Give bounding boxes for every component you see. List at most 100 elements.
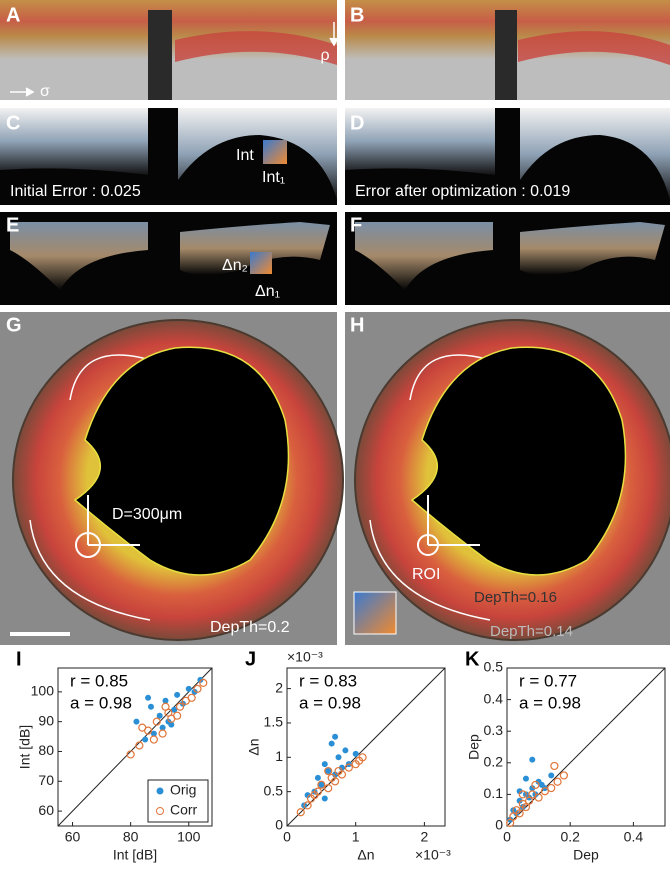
roi-label: ROI <box>412 566 440 583</box>
point <box>335 754 342 761</box>
y-tick-label: 0.1 <box>484 785 504 801</box>
point <box>547 783 556 793</box>
point <box>187 693 196 702</box>
panel-label: J <box>245 648 256 670</box>
annotation: r = 0.83 <box>299 671 357 690</box>
diameter-label: D=300μm <box>112 506 182 523</box>
panel-label: E <box>6 214 19 236</box>
panel-h-image <box>345 312 670 645</box>
point <box>337 770 347 779</box>
point <box>515 809 524 818</box>
point <box>540 787 550 796</box>
x-axis-label: Δn <box>357 847 374 863</box>
panel-d-image <box>345 108 670 205</box>
point <box>171 706 178 713</box>
point <box>199 678 208 688</box>
point <box>358 753 367 762</box>
point <box>506 818 515 827</box>
error-label: Error after optimization : 0.019 <box>355 183 570 200</box>
point <box>332 733 339 740</box>
point <box>142 736 149 743</box>
point <box>147 703 154 710</box>
panel-b-image <box>345 0 670 100</box>
panel-images <box>0 0 670 645</box>
point <box>518 790 527 799</box>
point <box>330 777 340 786</box>
point <box>174 691 181 698</box>
panel-e-image <box>0 212 337 305</box>
y-tick-label: 0 <box>495 817 503 833</box>
identity-line <box>57 667 213 827</box>
y-tick-label: 0 <box>275 817 283 833</box>
point <box>516 788 523 795</box>
x-axis-label: Dep <box>573 847 599 863</box>
point <box>548 772 555 779</box>
identity-line <box>506 667 666 827</box>
point <box>529 785 536 792</box>
y-tick-label: 0.5 <box>264 782 284 798</box>
y-tick-label: 2 <box>275 679 283 695</box>
y-tick-label: 0.5 <box>484 659 504 675</box>
x-tick-label: 2 <box>420 829 428 845</box>
y-tick-label: 60 <box>38 802 54 818</box>
point <box>175 702 185 711</box>
point <box>191 688 198 695</box>
point <box>325 768 332 775</box>
threshold-label: DepTh=0.2 <box>210 619 290 636</box>
point <box>553 777 562 786</box>
panel-g-image <box>0 312 344 645</box>
point <box>332 771 339 778</box>
panel-label: C <box>6 112 20 134</box>
annotation: a = 0.98 <box>299 693 361 712</box>
legend-box <box>147 779 209 823</box>
error-label: Initial Error : 0.025 <box>10 183 141 200</box>
point <box>534 793 543 802</box>
point <box>321 761 328 768</box>
y-tick-label: 100 <box>31 683 55 699</box>
point <box>529 756 536 763</box>
legend-label: Orig <box>170 782 196 798</box>
point <box>304 792 311 799</box>
point <box>550 761 559 771</box>
identity-line <box>286 667 446 827</box>
point <box>162 697 169 704</box>
point <box>173 711 182 720</box>
point <box>185 685 192 692</box>
point <box>193 684 202 693</box>
x-tick-label: 1 <box>352 829 360 845</box>
colorbar-label: Δn₁ <box>255 283 280 300</box>
y-axis-label: Int [dB] <box>17 725 33 769</box>
legend-marker <box>156 807 164 815</box>
point <box>138 723 147 732</box>
x-tick-label: 0.2 <box>560 829 580 845</box>
point <box>156 712 163 719</box>
point <box>324 766 333 776</box>
point <box>318 781 325 788</box>
annotation: a = 0.98 <box>519 693 581 712</box>
point <box>296 808 305 817</box>
panel-label: G <box>6 314 22 336</box>
orientation-arrows <box>10 22 339 97</box>
point <box>303 801 312 810</box>
threshold-label: DepTh=0.16 <box>474 589 557 606</box>
panel-label: K <box>465 648 480 670</box>
point <box>159 724 166 731</box>
y-exponent: ×10⁻³ <box>287 649 323 665</box>
y-tick-label: 90 <box>38 712 54 728</box>
point <box>324 784 333 793</box>
threshold-label: DepTh=0.14 <box>490 623 573 640</box>
point <box>149 735 158 744</box>
panel-label: A <box>6 4 20 26</box>
point <box>135 741 144 750</box>
point <box>179 700 186 707</box>
point <box>321 795 328 802</box>
y-tick-label: 70 <box>38 772 54 788</box>
point <box>161 702 170 711</box>
point <box>310 790 319 800</box>
point <box>152 717 161 726</box>
point <box>559 771 568 780</box>
x-exponent: ×10⁻³ <box>415 847 451 863</box>
panel-c-image <box>0 108 337 205</box>
point <box>352 750 359 757</box>
panel-label: F <box>350 214 362 236</box>
